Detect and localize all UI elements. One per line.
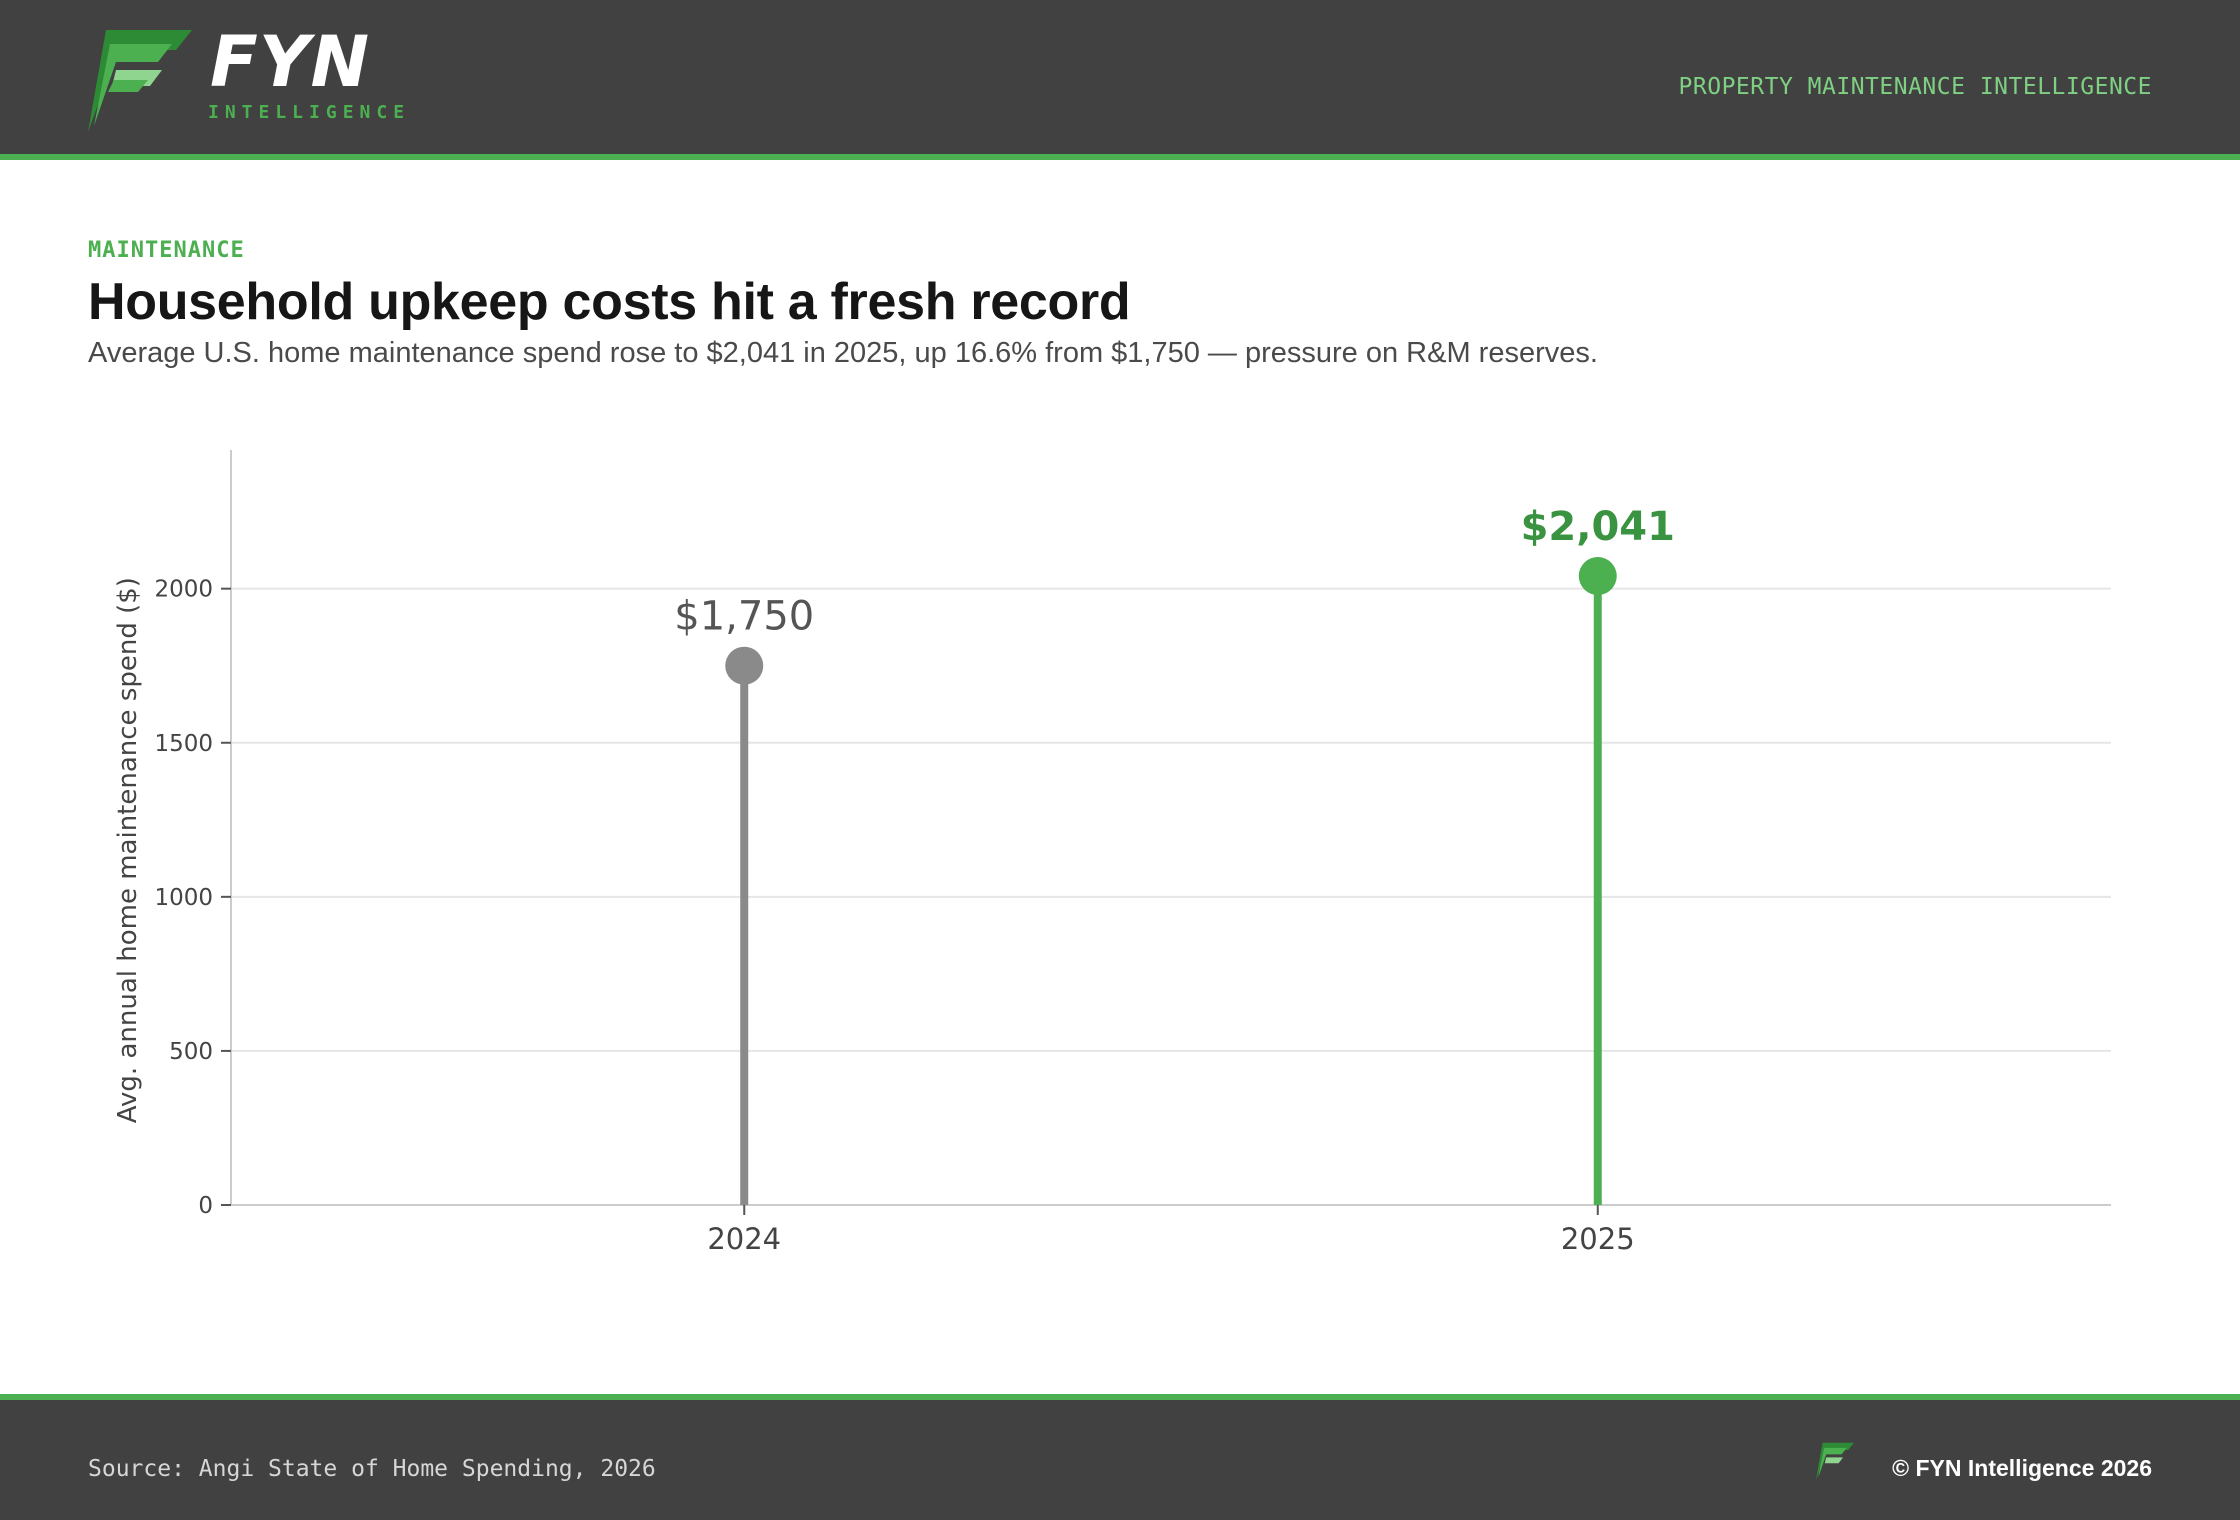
source-note: Source: Angi State of Home Spending, 202… [88,1456,656,1482]
brand-subtitle: INTELLIGENCE [208,102,411,123]
lollipop-point [725,646,764,685]
lollipop-chart: 0 500 1000 1500 2000 2024 2025 $1,750 $2,041 A… [113,450,2111,1256]
y-tick-label: 500 [169,1039,213,1065]
y-tick-label: 1500 [154,731,213,757]
lollipop-marks: $1,750 $2,041 [674,504,1675,1205]
x-axis-ticks: 2024 2025 [707,1205,1635,1256]
gridlines [231,587,2111,1052]
value-label: $1,750 [674,594,814,640]
y-axis-label: Avg. annual home maintenance spend ($) [113,577,143,1123]
lollipop-point [1578,557,1617,596]
y-tick-label: 2000 [154,577,213,603]
brand-name: FYN [210,21,371,103]
x-tick-label: 2025 [1561,1222,1635,1256]
article-kicker: MAINTENANCE [88,238,245,263]
copyright: © FYN Intelligence 2026 [1892,1455,2152,1481]
y-axis-ticks: 0 500 1000 1500 2000 [154,577,231,1219]
site-header: FYN INTELLIGENCE PROPERTY MAINTENANCE IN… [0,0,2240,160]
value-label: $2,041 [1521,504,1675,550]
site-footer: Source: Angi State of Home Spending, 202… [0,1394,2240,1520]
y-tick-label: 0 [198,1193,213,1219]
article-subtitle: Average U.S. home maintenance spend rose… [88,337,1598,369]
y-tick-label: 1000 [154,885,213,911]
fyn-leaf-small-icon [1816,1442,1854,1480]
header-tagline: PROPERTY MAINTENANCE INTELLIGENCE [1678,74,2152,100]
x-tick-label: 2024 [707,1222,781,1256]
article-title: Household upkeep costs hit a fresh recor… [88,273,1131,331]
fyn-leaf-logo-icon [88,30,192,132]
